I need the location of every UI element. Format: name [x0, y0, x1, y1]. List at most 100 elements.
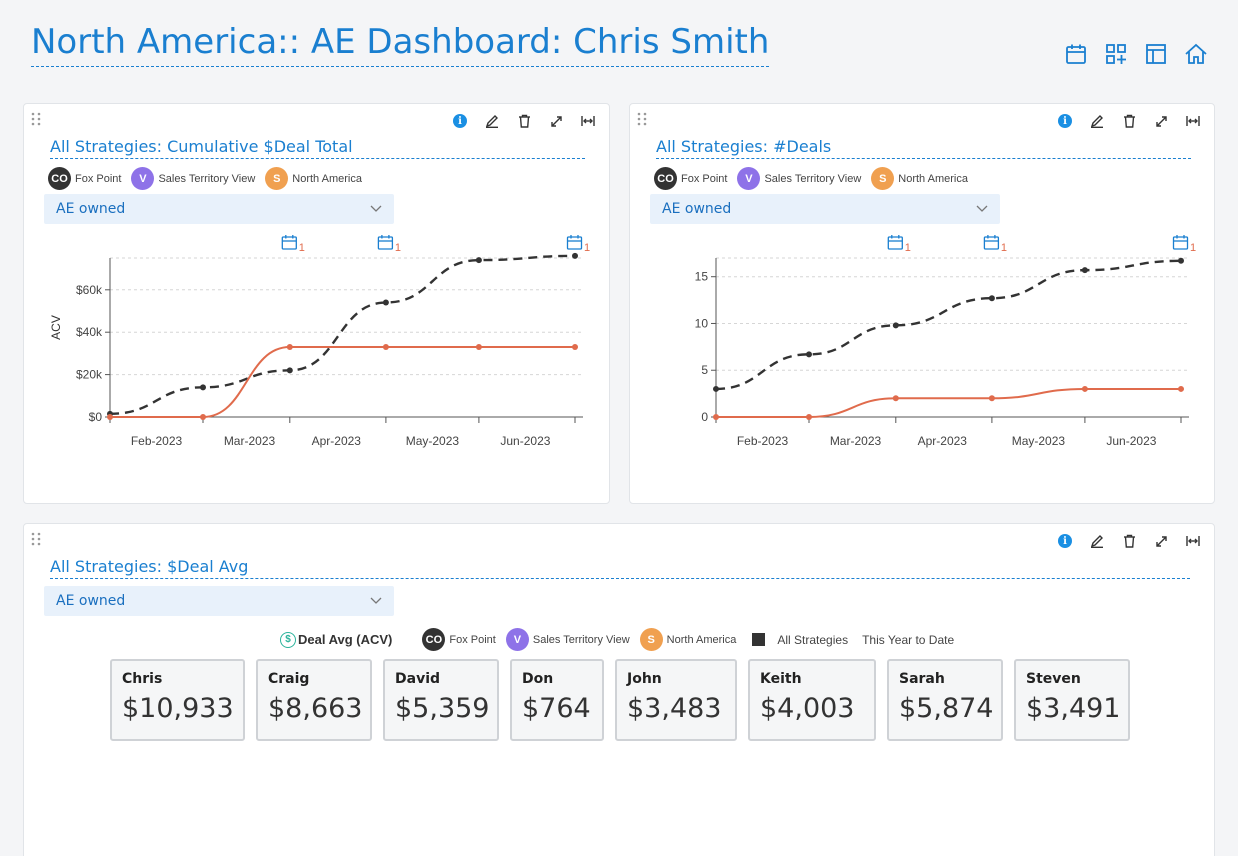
- ae-card-steven[interactable]: Steven $3,491: [1014, 659, 1130, 741]
- owner-filter-select[interactable]: AE owned: [650, 194, 1000, 224]
- ae-card-craig[interactable]: Craig $8,663: [256, 659, 372, 741]
- delete-icon[interactable]: [1120, 112, 1138, 130]
- x-tick-label: Jun-2023: [500, 434, 550, 448]
- delete-icon[interactable]: [515, 112, 533, 130]
- info-icon[interactable]: i: [1056, 112, 1074, 130]
- owner-filter-select[interactable]: AE owned: [44, 586, 394, 616]
- layout-icon[interactable]: [1144, 42, 1168, 66]
- chip-north-america[interactable]: S North America: [639, 628, 736, 651]
- data-point: [713, 414, 719, 420]
- width-icon[interactable]: [1184, 532, 1202, 550]
- edit-icon[interactable]: [1088, 532, 1106, 550]
- dollar-icon: $: [280, 631, 296, 648]
- panel-title[interactable]: All Strategies: Cumulative $Deal Total: [50, 137, 585, 159]
- data-point: [1178, 257, 1184, 264]
- ae-card-sarah[interactable]: Sarah $5,874: [887, 659, 1003, 741]
- ae-cards: Chris $10,933 Craig $8,663 David $5,359 Don…: [110, 659, 1130, 741]
- home-icon[interactable]: [1184, 42, 1208, 66]
- ae-card-david[interactable]: David $5,359: [383, 659, 499, 741]
- data-point: [286, 367, 293, 374]
- ae-card-don[interactable]: Don $764: [510, 659, 604, 741]
- segment-avatar: S: [871, 167, 895, 190]
- chip-fox-point[interactable]: CO Fox Point: [48, 167, 121, 190]
- event-count: 1: [395, 242, 401, 254]
- ae-card-chris[interactable]: Chris $10,933: [110, 659, 245, 741]
- deal-avg-legend: $ Deal Avg (ACV) CO Fox Point V Sales Terr…: [280, 628, 954, 651]
- ae-name: Chris: [122, 671, 163, 687]
- ae-value: $4,003: [760, 693, 855, 724]
- select-value: AE owned: [56, 593, 126, 609]
- data-point: [107, 414, 113, 420]
- ae-card-keith[interactable]: Keith $4,003: [748, 659, 876, 741]
- company-avatar: CO: [654, 167, 677, 190]
- event-calendar-icon: 1: [377, 235, 401, 254]
- chevron-down-icon: [370, 205, 382, 212]
- y-tick-label: 0: [701, 410, 708, 424]
- panel-title[interactable]: All Strategies: $Deal Avg: [50, 557, 1190, 579]
- ae-name: Steven: [1026, 671, 1081, 687]
- data-point: [286, 344, 293, 351]
- period-label: This Year to Date: [862, 632, 955, 647]
- edit-icon[interactable]: [1088, 112, 1106, 130]
- width-icon[interactable]: [1184, 112, 1202, 130]
- delete-icon[interactable]: [1120, 532, 1138, 550]
- info-icon[interactable]: i: [451, 112, 469, 130]
- view-avatar: V: [737, 167, 761, 190]
- data-point: [475, 257, 482, 264]
- panel-tools: i: [1056, 112, 1202, 130]
- page-title: North America:: AE Dashboard: Chris Smit…: [31, 22, 770, 67]
- add-widget-icon[interactable]: [1104, 42, 1128, 66]
- ae-card-john[interactable]: John $3,483: [615, 659, 737, 741]
- data-point: [475, 344, 482, 351]
- chip-label: North America: [292, 172, 362, 185]
- panel-title[interactable]: All Strategies: #Deals: [656, 137, 1191, 159]
- chip-fox-point[interactable]: CO Fox Point: [654, 167, 727, 190]
- event-calendar-icon: 1: [566, 235, 590, 254]
- chip-north-america[interactable]: S North America: [265, 167, 362, 190]
- company-avatar: CO: [422, 628, 446, 651]
- expand-icon[interactable]: [1152, 112, 1170, 130]
- drag-handle-icon[interactable]: [30, 531, 42, 547]
- ae-value: $10,933: [122, 693, 234, 724]
- x-tick-label: Apr-2023: [918, 434, 968, 448]
- data-point: [1081, 267, 1088, 274]
- chip-sales-territory-view[interactable]: V Sales Territory View: [131, 167, 255, 190]
- data-point: [382, 344, 389, 351]
- cumulative-deal-chart: $0 $20k $40k $60k Feb-2023 Mar-2023 Apr-2023 Ma…: [49, 235, 590, 448]
- calendar-body: [281, 236, 297, 250]
- chip-fox-point[interactable]: CO Fox Point: [422, 628, 496, 651]
- chip-sales-territory-view[interactable]: V Sales Territory View: [737, 167, 861, 190]
- chevron-down-icon: [976, 205, 988, 212]
- edit-icon[interactable]: [483, 112, 501, 130]
- drag-handle-icon[interactable]: [636, 111, 648, 127]
- width-icon[interactable]: [579, 112, 597, 130]
- x-tick-label: Mar-2023: [224, 434, 276, 448]
- top-toolbar: [1064, 42, 1208, 66]
- event-calendar-icon: 1: [983, 235, 1007, 254]
- data-point: [200, 384, 206, 391]
- info-icon[interactable]: i: [1056, 532, 1074, 550]
- metric-label: $ Deal Avg (ACV): [280, 631, 393, 648]
- drag-handle-icon[interactable]: [30, 111, 42, 127]
- chip-label: North America: [898, 172, 968, 185]
- owner-filter-select[interactable]: AE owned: [44, 194, 394, 224]
- series-swatch: [752, 633, 766, 646]
- chip-label: Sales Territory View: [532, 633, 630, 646]
- data-point: [382, 299, 389, 306]
- x-tick-label: Feb-2023: [131, 434, 183, 448]
- expand-icon[interactable]: [1152, 532, 1170, 550]
- x-tick-label: May-2023: [1012, 434, 1066, 448]
- view-avatar: V: [131, 167, 155, 190]
- y-axis-label: ACV: [49, 315, 63, 340]
- ae-name: John: [627, 671, 662, 687]
- metric-text: Deal Avg (ACV): [298, 632, 393, 647]
- data-point: [572, 252, 578, 259]
- ae-name: Sarah: [899, 671, 945, 687]
- expand-icon[interactable]: [547, 112, 565, 130]
- chip-north-america[interactable]: S North America: [871, 167, 968, 190]
- chip-label: Sales Territory View: [158, 172, 256, 185]
- calendar-icon[interactable]: [1064, 42, 1088, 66]
- chip-sales-territory-view[interactable]: V Sales Territory View: [505, 628, 630, 651]
- data-point: [988, 295, 995, 302]
- ae-value: $764: [522, 693, 591, 724]
